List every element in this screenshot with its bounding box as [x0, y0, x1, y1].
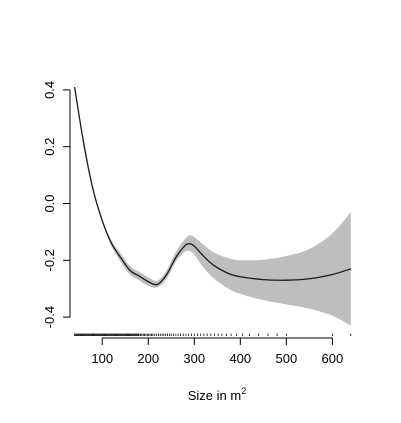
- y-tick-label: 0.0: [42, 194, 57, 212]
- x-axis-ticks: 100 200 300 400 500 600: [91, 338, 343, 366]
- x-tick-label: 400: [229, 351, 251, 366]
- y-axis-ticks: -0.4 -0.2 0.0 0.2 0.4: [42, 81, 70, 328]
- x-axis-title-text: Size in m: [188, 388, 241, 403]
- x-tick-label: 200: [137, 351, 159, 366]
- rug-plot: [74, 333, 352, 336]
- y-tick-label: -0.2: [42, 249, 57, 271]
- x-tick-label: 600: [322, 351, 344, 366]
- y-tick-label: -0.4: [42, 306, 57, 328]
- x-axis-title-superscript: 2: [241, 386, 246, 396]
- x-tick-label: 100: [91, 351, 113, 366]
- confidence-band: [74, 87, 351, 326]
- y-tick-label: 0.2: [42, 138, 57, 156]
- fitted-curve-layer: [73, 86, 351, 286]
- confidence-band-layer: [74, 87, 351, 326]
- x-axis-title: Size in m2: [188, 386, 246, 403]
- fitted-curve: [73, 86, 351, 286]
- x-tick-label: 300: [183, 351, 205, 366]
- y-tick-label: 0.4: [42, 81, 57, 99]
- x-tick-label: 500: [275, 351, 297, 366]
